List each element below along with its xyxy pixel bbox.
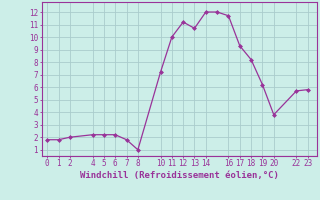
X-axis label: Windchill (Refroidissement éolien,°C): Windchill (Refroidissement éolien,°C) xyxy=(80,171,279,180)
